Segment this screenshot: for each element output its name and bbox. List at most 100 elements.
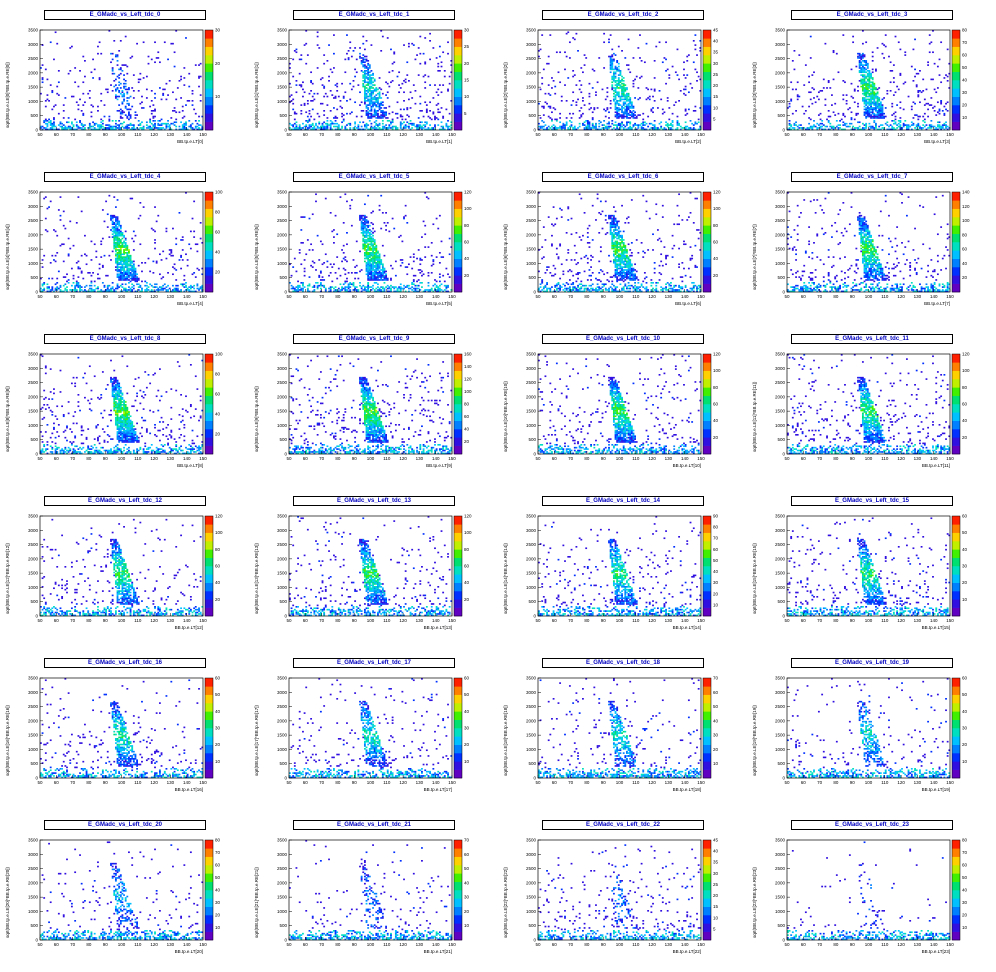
heatmap-cell bbox=[368, 239, 371, 241]
heatmap-cell bbox=[75, 125, 78, 128]
heatmap-cell bbox=[90, 282, 93, 284]
x-tick-label: 90 bbox=[352, 132, 358, 137]
heatmap-cell bbox=[910, 65, 913, 68]
heatmap-cell bbox=[308, 217, 311, 220]
heatmap-cell bbox=[375, 120, 378, 122]
heatmap-cell bbox=[368, 82, 371, 85]
heatmap-cell bbox=[619, 115, 622, 118]
heatmap-cell bbox=[360, 62, 363, 65]
heatmap-cell bbox=[101, 209, 104, 211]
heatmap-cell bbox=[891, 102, 894, 105]
heatmap-cell bbox=[359, 270, 361, 273]
heatmap-cell bbox=[616, 87, 619, 89]
heatmap-cell bbox=[191, 217, 194, 220]
chart-title: E_GMadc_vs_Left_tdc_0 bbox=[44, 10, 206, 20]
heatmap-cell bbox=[630, 111, 633, 114]
heatmap-cell bbox=[609, 60, 612, 62]
heatmap-cell bbox=[372, 279, 374, 281]
heatmap-cell bbox=[57, 209, 60, 211]
heatmap-cell bbox=[123, 249, 125, 251]
heatmap-cell bbox=[565, 55, 568, 58]
heatmap-cell bbox=[123, 95, 125, 98]
heatmap-cell bbox=[349, 98, 352, 101]
heatmap-cell bbox=[808, 81, 811, 84]
heatmap-cell bbox=[53, 290, 55, 293]
heatmap-cell bbox=[331, 128, 334, 131]
heatmap-cell bbox=[110, 216, 112, 218]
heatmap-cell bbox=[396, 112, 399, 115]
heatmap-cell bbox=[860, 78, 863, 81]
heatmap-cell bbox=[41, 64, 44, 66]
heatmap-cell bbox=[289, 127, 291, 129]
heatmap-cell bbox=[344, 290, 347, 293]
heatmap-cell bbox=[119, 276, 122, 278]
heatmap-cell bbox=[103, 128, 106, 131]
heatmap-cell bbox=[350, 111, 353, 114]
heatmap-cell bbox=[114, 250, 117, 253]
heatmap-cell bbox=[404, 286, 407, 288]
heatmap-cell bbox=[404, 78, 407, 81]
heatmap-cell bbox=[652, 127, 654, 129]
heatmap-cell bbox=[656, 127, 659, 129]
heatmap-cell bbox=[616, 110, 619, 112]
heatmap-cell bbox=[82, 128, 85, 131]
heatmap-cell bbox=[409, 120, 412, 122]
heatmap-cell bbox=[90, 280, 93, 283]
heatmap-cell bbox=[795, 124, 797, 126]
heatmap-cell bbox=[201, 287, 204, 290]
heatmap-cell bbox=[119, 233, 122, 236]
heatmap-cell bbox=[626, 100, 628, 102]
heatmap-cell bbox=[432, 127, 435, 129]
heatmap-cell bbox=[321, 102, 324, 105]
heatmap-cell bbox=[385, 279, 387, 281]
heatmap-cell bbox=[412, 253, 415, 256]
heatmap-cell bbox=[136, 114, 138, 116]
heatmap-cell bbox=[668, 107, 671, 109]
heatmap-cell bbox=[373, 128, 376, 131]
heatmap-cell bbox=[381, 269, 384, 271]
heatmap-cell bbox=[842, 124, 845, 126]
heatmap-cell bbox=[626, 107, 628, 109]
heatmap-cell bbox=[302, 88, 304, 91]
x-tick-label: 70 bbox=[817, 132, 823, 137]
heatmap-cell bbox=[170, 250, 173, 253]
heatmap-cell bbox=[316, 127, 319, 129]
color-bar-tick-label: 30 bbox=[962, 90, 968, 95]
heatmap-cell bbox=[77, 85, 80, 88]
heatmap-cell bbox=[365, 253, 368, 256]
heatmap-cell bbox=[938, 58, 941, 61]
heatmap-cell bbox=[381, 115, 384, 118]
heatmap-cell bbox=[114, 88, 117, 91]
heatmap-cell bbox=[619, 97, 622, 99]
heatmap-cell bbox=[368, 260, 371, 263]
heatmap-cell bbox=[622, 95, 625, 98]
heatmap-cell bbox=[616, 111, 619, 114]
heatmap-cell bbox=[98, 124, 101, 126]
heatmap-cell bbox=[787, 128, 789, 131]
heatmap-cell bbox=[946, 80, 949, 82]
heatmap-cell bbox=[866, 67, 869, 69]
heatmap-cell bbox=[542, 68, 545, 71]
heatmap-cell bbox=[132, 270, 135, 273]
heatmap-cell bbox=[167, 94, 169, 96]
heatmap-cell bbox=[686, 60, 689, 62]
heatmap-cell bbox=[328, 287, 330, 290]
heatmap-cell bbox=[923, 118, 926, 121]
heatmap-cell bbox=[831, 127, 833, 129]
heatmap-cell bbox=[118, 263, 121, 266]
heatmap-cell bbox=[614, 101, 617, 104]
heatmap-cell bbox=[54, 104, 57, 106]
heatmap-cell bbox=[578, 125, 581, 128]
heatmap-cell bbox=[883, 44, 885, 46]
heatmap-cell bbox=[53, 121, 55, 124]
heatmap-cell bbox=[601, 124, 604, 126]
heatmap-cell bbox=[894, 128, 897, 131]
heatmap-cell bbox=[687, 108, 690, 111]
heatmap-cell bbox=[114, 94, 117, 96]
heatmap-cell bbox=[876, 117, 879, 119]
heatmap-cell bbox=[554, 127, 557, 129]
heatmap-cell bbox=[611, 67, 614, 69]
heatmap-cell bbox=[388, 125, 391, 128]
heatmap-cell bbox=[44, 68, 47, 71]
heatmap-cell bbox=[119, 234, 122, 237]
